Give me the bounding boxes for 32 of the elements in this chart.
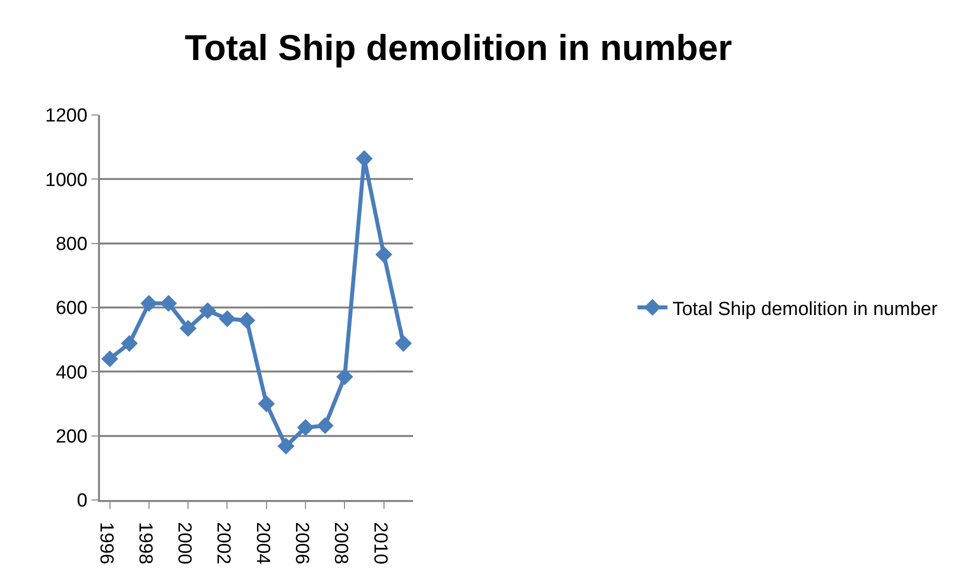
x-tick-label: 2004 [252, 522, 273, 565]
x-tick-label: 1998 [134, 522, 156, 564]
x-tick-label: 2002 [212, 522, 234, 564]
point [199, 302, 216, 320]
point [394, 334, 412, 352]
y-tick-label: 1000 [45, 170, 88, 191]
x-tick-label: 2000 [174, 522, 195, 564]
y-tick-label: 200 [56, 426, 88, 448]
point [375, 246, 392, 264]
point [120, 334, 138, 352]
y-tick-label: 1200 [45, 106, 88, 127]
point [160, 294, 177, 312]
point [316, 417, 334, 434]
legend-label: Total Ship demolition in number [672, 298, 938, 320]
point [258, 395, 275, 412]
point [218, 310, 236, 328]
x-tick-label: 2006 [291, 522, 312, 564]
y-tick-label: 800 [56, 234, 88, 255]
point [238, 312, 256, 329]
x-tick-label: 2010 [369, 522, 390, 564]
point [140, 294, 158, 312]
y-tick-label: 600 [56, 298, 88, 320]
point [101, 350, 118, 368]
x-tick-label: 2008 [330, 522, 352, 564]
x-tick-label: 1996 [95, 522, 116, 564]
chart-title: Total Ship demolition in number [184, 26, 732, 68]
y-tick-label: 400 [56, 362, 88, 384]
point [297, 419, 314, 436]
point [278, 438, 294, 455]
point [336, 368, 354, 386]
y-tick-label: 0 [76, 490, 88, 512]
point [180, 320, 197, 337]
